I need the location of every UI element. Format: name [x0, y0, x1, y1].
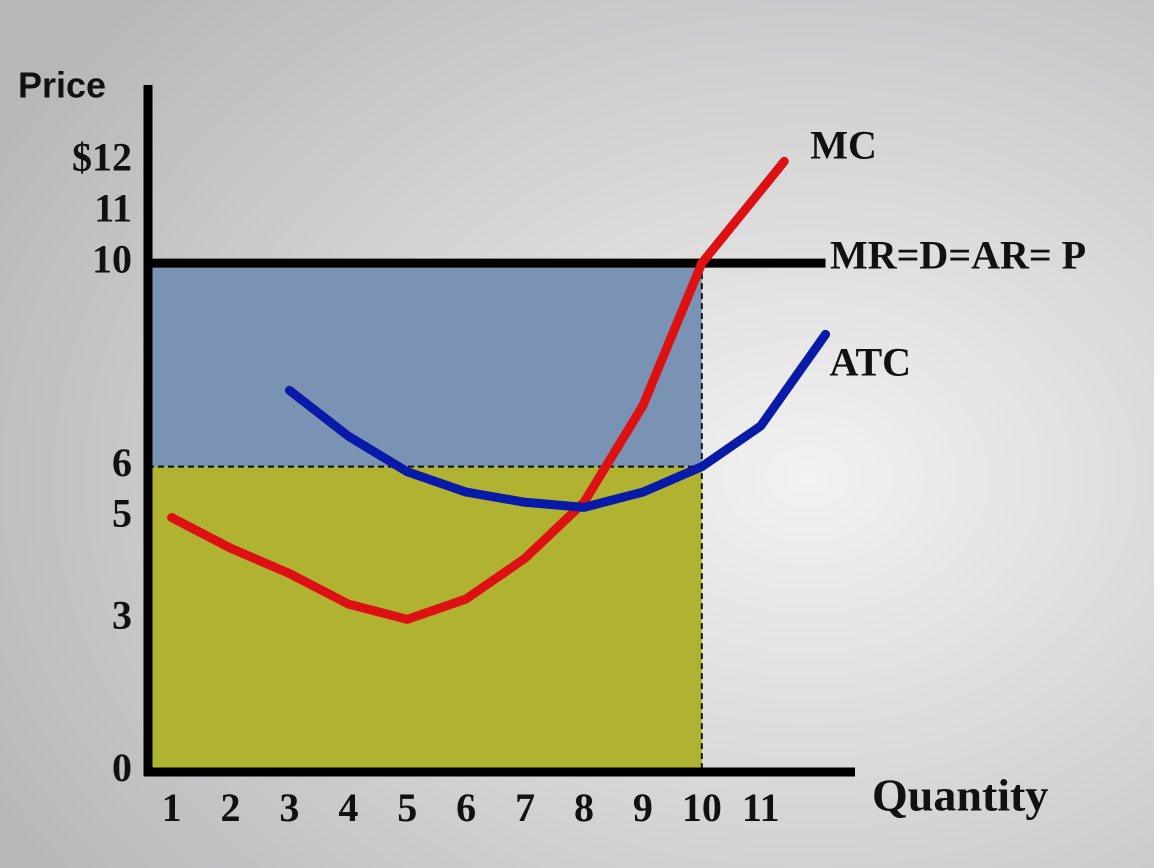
- y-tick-label: 0: [112, 745, 132, 790]
- curve-label: MC: [810, 123, 877, 168]
- curve-line: [284, 329, 831, 512]
- x-tick-label: 6: [456, 785, 476, 830]
- y-tick-label: 3: [112, 593, 132, 638]
- y-axis-label: Price: [18, 65, 106, 106]
- y-tick-label: $12: [72, 135, 132, 180]
- x-axis-label: Quantity: [872, 770, 1048, 821]
- x-tick-label: 11: [742, 785, 780, 830]
- y-tick-label: 10: [92, 236, 132, 281]
- x-tick-label: 2: [220, 785, 240, 830]
- x-tick-label: 9: [633, 785, 653, 830]
- cost-area: [148, 466, 702, 772]
- y-tick-label: 11: [94, 185, 132, 230]
- x-tick-label: 8: [574, 785, 594, 830]
- curve-label: ATC: [830, 340, 911, 385]
- x-tick-label: 3: [279, 785, 299, 830]
- x-tick-label: 5: [397, 785, 417, 830]
- price-line-label: MR=D=AR= P: [830, 232, 1086, 277]
- x-tick-label: 7: [515, 785, 535, 830]
- x-tick-label: 4: [338, 785, 358, 830]
- x-tick-label: 10: [682, 785, 722, 830]
- curve-line: [167, 156, 789, 624]
- x-tick-label: 1: [162, 785, 182, 830]
- profit-area: [148, 263, 702, 467]
- y-tick-label: 6: [112, 440, 132, 485]
- y-tick-label: 5: [112, 491, 132, 536]
